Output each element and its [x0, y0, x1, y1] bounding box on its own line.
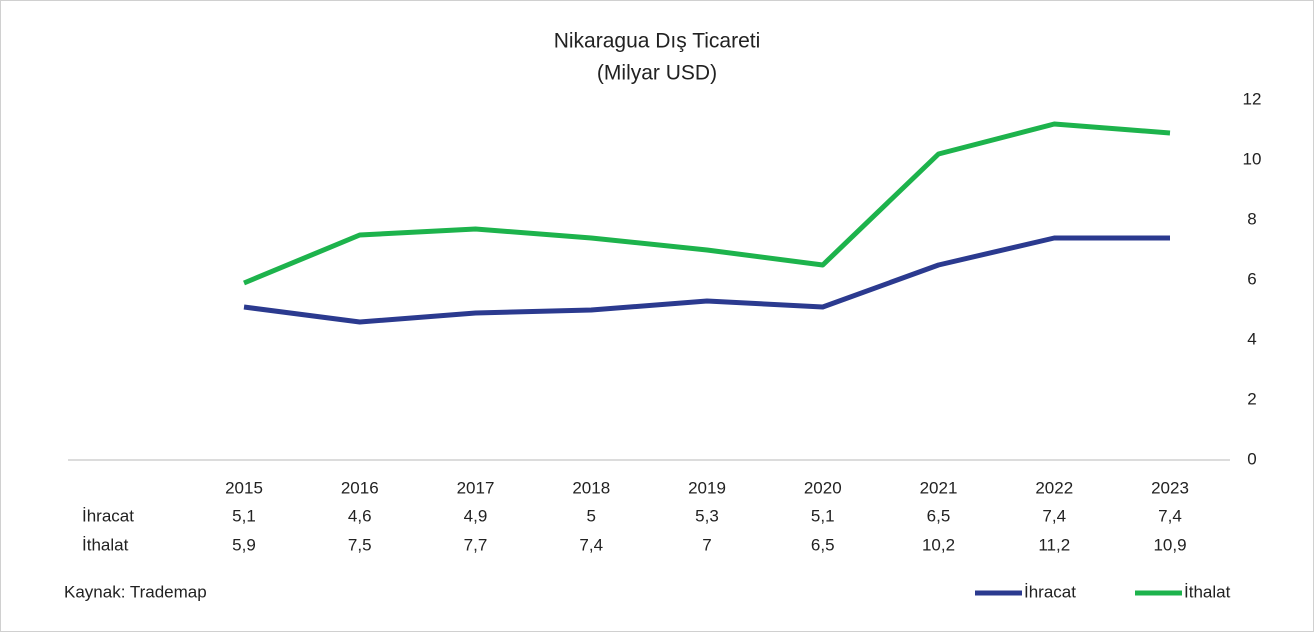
x-tick-label: 2022 [1035, 478, 1073, 497]
y-tick-label: 8 [1247, 209, 1256, 228]
table-cell: 7,4 [1042, 506, 1066, 525]
y-tick-label: 6 [1247, 269, 1256, 288]
table-cell: 7,4 [1158, 506, 1182, 525]
y-tick-label: 12 [1243, 89, 1262, 108]
table-cell: 7,4 [579, 535, 603, 554]
x-tick-label: 2017 [457, 478, 495, 497]
table-cell: 7,5 [348, 535, 372, 554]
table-cell: 5,3 [695, 506, 719, 525]
legend-label: İthalat [1184, 582, 1231, 601]
x-tick-label: 2021 [920, 478, 958, 497]
legend-label: İhracat [1024, 582, 1076, 601]
table-cell: 7,7 [464, 535, 488, 554]
series-line [243, 235, 1170, 325]
table-cell: 5 [587, 506, 596, 525]
x-tick-label: 2018 [572, 478, 610, 497]
table-row-label: İthalat [82, 535, 129, 554]
table-cell: 6,5 [811, 535, 835, 554]
y-tick-label: 0 [1247, 449, 1256, 468]
table-cell: 6,5 [927, 506, 951, 525]
series-line [243, 121, 1171, 286]
table-cell: 7 [702, 535, 711, 554]
table-cell: 11,2 [1038, 535, 1070, 554]
y-tick-label: 4 [1247, 329, 1256, 348]
chart-title: Nikaragua Dış Ticareti [554, 30, 761, 53]
chart-subtitle: (Milyar USD) [597, 62, 717, 85]
table-cell: 5,1 [811, 506, 835, 525]
source-note: Kaynak: Trademap [64, 582, 207, 601]
x-tick-label: 2015 [225, 478, 263, 497]
table-row-label: İhracat [82, 506, 134, 525]
table-cell: 4,9 [464, 506, 488, 525]
x-tick-label: 2023 [1151, 478, 1189, 497]
x-tick-label: 2020 [804, 478, 842, 497]
table-cell: 5,1 [232, 506, 256, 525]
table-cell: 5,9 [232, 535, 256, 554]
x-tick-label: 2019 [688, 478, 726, 497]
y-tick-label: 2 [1247, 389, 1256, 408]
x-tick-label: 2016 [341, 478, 379, 497]
table-cell: 10,2 [922, 535, 955, 554]
table-cell: 10,9 [1153, 535, 1186, 554]
table-cell: 4,6 [348, 506, 372, 525]
y-tick-label: 10 [1243, 149, 1262, 168]
